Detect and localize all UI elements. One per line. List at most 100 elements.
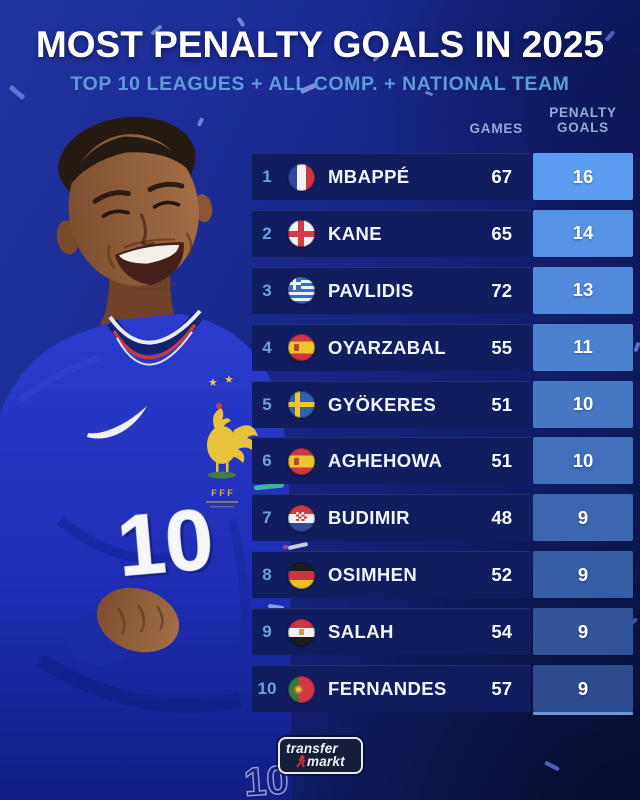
penalty-cell: 10 (533, 380, 633, 428)
flag-england-icon (288, 220, 315, 248)
penalty-cell: 13 (533, 266, 633, 314)
table-row: 2 KANE 65 14 (252, 209, 633, 257)
player-hand (68, 587, 180, 667)
penalty-cell: 16 (533, 153, 633, 200)
row-main: 4 OYARZABAL 55 (252, 323, 531, 371)
page-title: MOST PENALTY GOALS IN 2025 (35, 24, 605, 65)
jersey-number: 10 (113, 491, 217, 595)
rank: 1 (262, 167, 272, 186)
flag-spain-icon (288, 447, 315, 475)
rank: 10 (257, 679, 277, 699)
flag-croatia-icon (288, 504, 315, 532)
games-value: 55 (491, 336, 512, 358)
flag-germany-icon (288, 561, 315, 589)
rank: 7 (262, 508, 272, 528)
games-value: 65 (491, 222, 512, 244)
table-row: 1 MBAPPÉ 67 16 (252, 153, 633, 200)
penalty-cell: 9 (533, 665, 633, 713)
games-value: 51 (491, 450, 512, 472)
penalty-header-line1: PENALTY (549, 105, 617, 120)
penalty-cell: 9 (533, 551, 633, 599)
penalty-value: 14 (572, 222, 594, 244)
rank: 6 (262, 451, 272, 471)
penalty-column-header: PENALTY GOALS (533, 105, 633, 135)
penalty-value: 13 (572, 279, 594, 301)
flag-egypt-icon (288, 618, 315, 646)
penalty-value: 9 (577, 677, 589, 699)
games-value: 67 (491, 166, 512, 187)
penalty-value: 10 (572, 449, 594, 471)
games-value: 72 (491, 279, 512, 301)
table-row: 10 FERNANDES 57 9 (252, 665, 633, 713)
flag-sweden-icon (288, 391, 315, 419)
table-row: 6 AGHEHOWA 51 10 (252, 437, 633, 485)
transfermarkt-logo: transfer markt (278, 737, 363, 774)
crest-text: F F F (211, 488, 233, 498)
table-row: 7 BUDIMIR 48 9 (252, 494, 633, 542)
flag-spain-icon (288, 334, 315, 362)
penalty-cell: 9 (533, 608, 633, 656)
flag-france-icon (288, 163, 315, 191)
rank: 4 (262, 337, 272, 357)
player-name: OYARZABAL (328, 336, 447, 358)
penalty-value: 11 (573, 336, 593, 358)
rank: 3 (262, 280, 272, 300)
table-row: 4 OYARZABAL 55 11 (252, 323, 633, 371)
penalty-header-line2: GOALS (556, 120, 609, 135)
rank: 9 (262, 622, 272, 642)
penalty-value: 9 (577, 620, 589, 642)
header: MOST PENALTY GOALS IN 2025 TOP 10 LEAGUE… (0, 24, 640, 96)
row-main: 1 MBAPPÉ 67 (252, 153, 531, 200)
penalty-cell: 10 (533, 437, 633, 485)
player-face (56, 116, 213, 291)
player-name: KANE (328, 222, 383, 244)
row-main: 8 OSIMHEN 52 (252, 551, 531, 599)
table-row: 9 SALAH 54 9 (252, 608, 633, 656)
flag-portugal-icon (288, 675, 315, 703)
player-name: FERNANDES (328, 678, 447, 700)
row-main: 6 AGHEHOWA 51 (252, 437, 531, 485)
player-name: PAVLIDIS (328, 279, 414, 301)
table-row: 3 PAVLIDIS 72 13 (252, 266, 633, 314)
row-main: 5 GYÖKERES 51 (252, 380, 531, 428)
swoosh-icon (87, 406, 147, 439)
games-value: 48 (491, 507, 512, 529)
france-crest-icon: ★ ★ F F F (206, 374, 258, 508)
games-value: 52 (491, 564, 512, 586)
player-name: BUDIMIR (328, 507, 410, 529)
penalty-cell: 9 (533, 494, 633, 542)
penalty-value: 9 (577, 563, 589, 585)
table-row: 8 OSIMHEN 52 9 (252, 551, 633, 599)
rank: 8 (262, 565, 272, 585)
games-column-header: GAMES (469, 121, 523, 136)
penalty-cell: 14 (533, 209, 633, 257)
row-main: 7 BUDIMIR 48 (252, 494, 531, 542)
table-row: 5 GYÖKERES 51 10 (252, 380, 633, 428)
row-main: 10 FERNANDES 57 (252, 665, 531, 713)
player-jersey: ★ ★ F F F 10 10 10 (0, 309, 292, 800)
games-value: 57 (491, 678, 512, 700)
games-value: 51 (491, 393, 512, 415)
row-main: 2 KANE 65 (252, 209, 531, 257)
penalty-value: 16 (572, 165, 594, 187)
rank: 2 (262, 223, 272, 243)
penalty-cell: 11 (533, 323, 633, 371)
player-name: OSIMHEN (328, 564, 418, 586)
penalty-column-underline (533, 712, 633, 715)
row-main: 9 SALAH 54 (252, 608, 531, 656)
row-main: 3 PAVLIDIS 72 (252, 266, 531, 314)
confetti (633, 341, 640, 353)
player-name: AGHEHOWA (328, 450, 443, 472)
games-value: 54 (491, 621, 512, 643)
player-name: SALAH (328, 621, 394, 643)
penalty-value: 9 (577, 506, 589, 528)
ranking-rows: 1 MBAPPÉ 67 16 2 KANE 65 14 3 (252, 153, 633, 713)
confetti (543, 760, 561, 772)
rank: 5 (262, 394, 272, 414)
player-name: MBAPPÉ (328, 166, 410, 187)
logo-line1: transfer (286, 741, 338, 756)
penalty-value: 10 (572, 393, 594, 415)
flag-greece-icon (288, 277, 315, 305)
player-photo: ★ ★ F F F 10 10 10 (0, 116, 292, 800)
